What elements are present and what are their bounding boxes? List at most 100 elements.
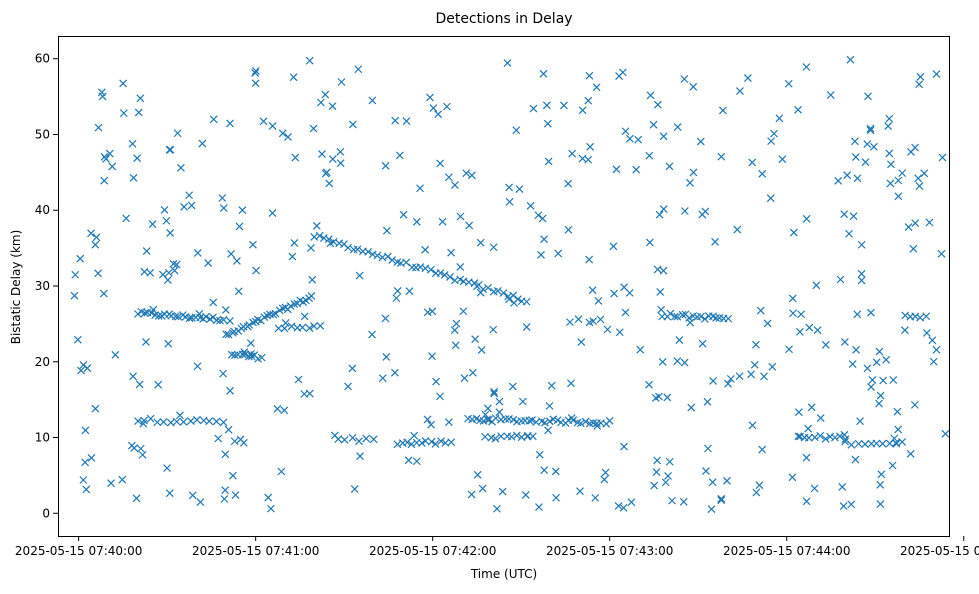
data-point	[853, 174, 862, 183]
data-point	[481, 410, 490, 419]
data-point	[438, 217, 447, 226]
data-point	[907, 148, 915, 156]
data-points	[70, 55, 950, 514]
data-point	[646, 91, 655, 100]
data-point	[321, 169, 330, 178]
data-point	[100, 152, 109, 161]
data-point	[423, 415, 432, 424]
x-tick-label: 2025-05-15 07:44:00	[723, 544, 850, 558]
data-point	[209, 298, 218, 307]
data-point	[205, 417, 214, 426]
data-point	[708, 478, 717, 487]
data-point	[221, 486, 230, 495]
data-point	[264, 493, 273, 502]
data-point	[585, 255, 594, 264]
data-point	[789, 228, 798, 237]
data-point	[198, 139, 207, 148]
data-point	[246, 339, 255, 348]
data-point	[427, 265, 435, 274]
data-point	[227, 350, 236, 359]
data-point	[284, 133, 292, 141]
data-point	[609, 242, 618, 251]
x-tick-label: 2025-05-15 07:40:00	[15, 544, 142, 558]
data-point	[328, 155, 337, 163]
data-point	[518, 397, 527, 406]
data-point	[894, 176, 903, 185]
data-point	[838, 483, 847, 491]
data-point	[165, 145, 174, 154]
data-point	[403, 438, 412, 447]
data-point	[697, 312, 705, 321]
data-point	[619, 503, 628, 512]
data-point	[920, 169, 929, 178]
data-point	[702, 467, 710, 476]
data-point	[491, 434, 500, 443]
data-point	[711, 237, 720, 246]
data-point	[767, 137, 776, 146]
data-point	[221, 305, 230, 314]
data-point	[893, 407, 902, 416]
y-tick-label: 0	[42, 506, 50, 520]
data-point	[812, 281, 821, 290]
data-point	[709, 376, 718, 385]
data-point	[834, 176, 843, 185]
data-point	[362, 434, 371, 443]
data-point	[851, 153, 860, 162]
data-point	[545, 401, 554, 410]
data-point	[490, 387, 498, 396]
x-axis-ticks: 2025-05-15 07:40:00 2025-05-15 07:41:00 20…	[15, 536, 979, 558]
data-point	[478, 484, 487, 493]
data-point	[670, 312, 679, 321]
data-point	[879, 376, 888, 385]
data-point	[402, 258, 411, 267]
data-point	[760, 372, 768, 381]
data-point	[888, 461, 897, 470]
data-point	[689, 168, 698, 177]
data-point	[368, 250, 377, 259]
data-point	[309, 124, 318, 133]
data-point	[444, 173, 453, 182]
data-point	[659, 132, 668, 141]
data-point	[852, 345, 860, 354]
data-point	[173, 129, 182, 138]
data-point	[663, 393, 672, 402]
data-point	[172, 417, 181, 426]
data-point	[119, 79, 128, 88]
data-point	[528, 416, 536, 424]
data-point	[685, 313, 694, 322]
data-point	[929, 357, 938, 366]
data-point	[717, 494, 726, 503]
data-point	[289, 73, 298, 82]
data-point	[601, 468, 610, 477]
data-point	[493, 504, 501, 513]
data-point	[83, 364, 92, 373]
data-point	[336, 147, 345, 156]
data-point	[841, 437, 850, 446]
data-point	[857, 240, 866, 249]
data-point	[547, 381, 556, 390]
data-point	[538, 214, 547, 223]
data-point	[249, 240, 257, 249]
data-point	[620, 442, 628, 451]
data-point	[165, 489, 174, 498]
data-point	[94, 123, 103, 132]
x-axis-label: Time (UTC)	[470, 567, 537, 581]
data-point	[600, 475, 609, 484]
data-point	[467, 171, 476, 180]
data-point	[118, 475, 127, 484]
data-point	[878, 439, 887, 448]
data-point	[404, 456, 413, 465]
data-point	[231, 491, 240, 500]
data-point	[164, 339, 173, 348]
data-point	[316, 321, 325, 330]
data-point	[172, 260, 181, 269]
data-point	[576, 487, 584, 496]
data-point	[402, 117, 411, 125]
data-point	[566, 318, 574, 327]
data-point	[867, 308, 875, 317]
data-point	[417, 439, 426, 448]
data-point	[307, 291, 316, 300]
data-point	[140, 267, 149, 276]
data-point	[481, 432, 489, 441]
